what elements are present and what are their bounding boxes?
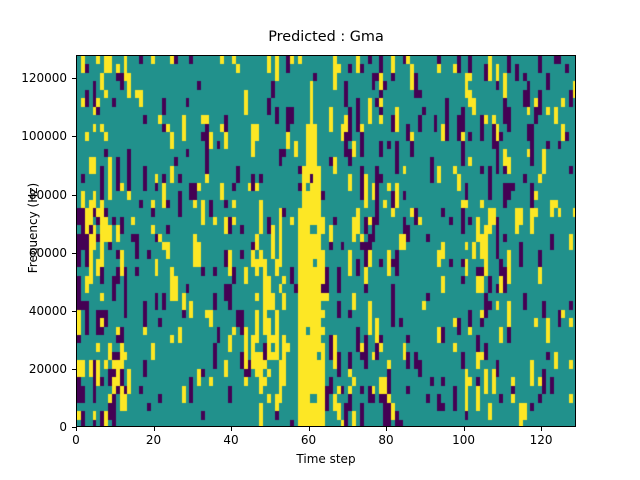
x-tick-mark: [386, 427, 388, 431]
x-axis-label: Time step: [296, 452, 356, 466]
x-tick-label: 40: [223, 433, 239, 447]
x-tick-mark: [541, 427, 543, 431]
x-tick-label: 0: [72, 433, 80, 447]
y-tick-label: 0: [59, 420, 67, 434]
y-tick-label: 40000: [28, 303, 67, 318]
y-tick-mark: [72, 368, 76, 370]
y-tick-mark: [72, 194, 76, 196]
y-tick-label: 60000: [28, 245, 67, 260]
y-tick-mark: [72, 136, 76, 138]
y-tick-mark: [72, 310, 76, 312]
y-tick-mark: [72, 252, 76, 254]
x-tick-label: 120: [529, 433, 553, 447]
heatmap-axes: [76, 55, 576, 427]
x-tick-label: 100: [452, 433, 476, 447]
y-tick-label: 100000: [21, 129, 67, 144]
y-tick-label: 20000: [28, 361, 67, 376]
y-axis-label: Frequency (Hz): [26, 182, 40, 274]
x-tick-mark: [231, 427, 233, 431]
y-tick-label: 120000: [21, 71, 67, 86]
y-tick-label: 80000: [28, 187, 67, 202]
x-tick-mark: [308, 427, 310, 431]
y-tick-mark: [72, 78, 76, 80]
x-tick-label: 80: [378, 433, 394, 447]
heatmap-image: [77, 56, 575, 426]
x-tick-label: 60: [300, 433, 317, 447]
x-tick-mark: [153, 427, 155, 431]
y-tick-mark: [72, 427, 76, 428]
x-tick-mark: [463, 427, 465, 431]
x-tick-label: 20: [145, 433, 162, 447]
chart-title: Predicted : Gma: [268, 29, 384, 45]
x-tick-mark: [76, 427, 77, 431]
